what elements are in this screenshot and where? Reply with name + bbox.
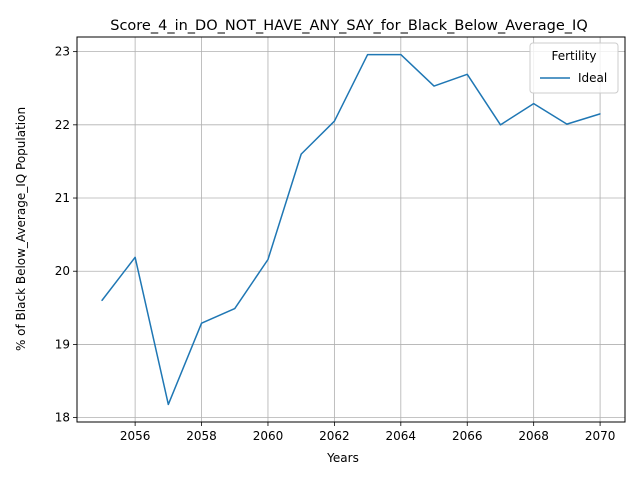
data-point: [333, 120, 335, 122]
data-point: [167, 403, 169, 406]
x-tick-label: 2070: [585, 429, 616, 443]
x-tick-label: 2066: [452, 429, 483, 443]
y-tick-label: 21: [55, 191, 70, 205]
y-axis: 18 19 20 21 22 23: [55, 45, 77, 425]
y-tick-label: 20: [55, 264, 70, 278]
data-point: [466, 73, 468, 75]
data-point: [101, 299, 103, 302]
x-tick-label: 2058: [186, 429, 217, 443]
legend-box: [529, 42, 619, 94]
data-point: [599, 113, 601, 115]
y-axis-label: % of Black Below_Average_IQ Population: [14, 107, 28, 351]
x-tick-label: 2062: [319, 429, 350, 443]
chart-title: Score_4_in_DO_NOT_HAVE_ANY_SAY_for_Black…: [110, 18, 588, 34]
x-axis: 2056 2058 2060 2062 2064 2066 2068 2070: [120, 422, 616, 443]
x-tick-label: 2064: [386, 429, 417, 443]
y-tick-label: 18: [55, 411, 70, 425]
x-tick-label: 2056: [120, 429, 151, 443]
legend: Fertility Ideal: [529, 42, 619, 94]
x-axis-label: Years: [326, 451, 359, 465]
plot-frame: [76, 36, 626, 423]
y-tick-label: 22: [55, 118, 70, 132]
x-tick-label: 2068: [518, 429, 549, 443]
x-tick-label: 2060: [253, 429, 284, 443]
y-tick-label: 19: [55, 337, 70, 351]
data-point: [134, 256, 136, 258]
data-point: [400, 53, 402, 56]
legend-title: Fertility: [551, 49, 596, 63]
data-point: [267, 258, 269, 261]
series-layer: [101, 53, 601, 406]
data-point: [234, 307, 236, 310]
series-line: [101, 53, 601, 406]
data-point: [566, 123, 568, 125]
data-point: [499, 124, 502, 126]
data-point: [433, 85, 435, 87]
data-point: [533, 103, 535, 105]
data-point: [200, 322, 203, 324]
data-point: [367, 53, 369, 56]
legend-label: Ideal: [578, 71, 607, 85]
y-tick-label: 23: [55, 45, 70, 59]
data-point: [300, 153, 302, 155]
